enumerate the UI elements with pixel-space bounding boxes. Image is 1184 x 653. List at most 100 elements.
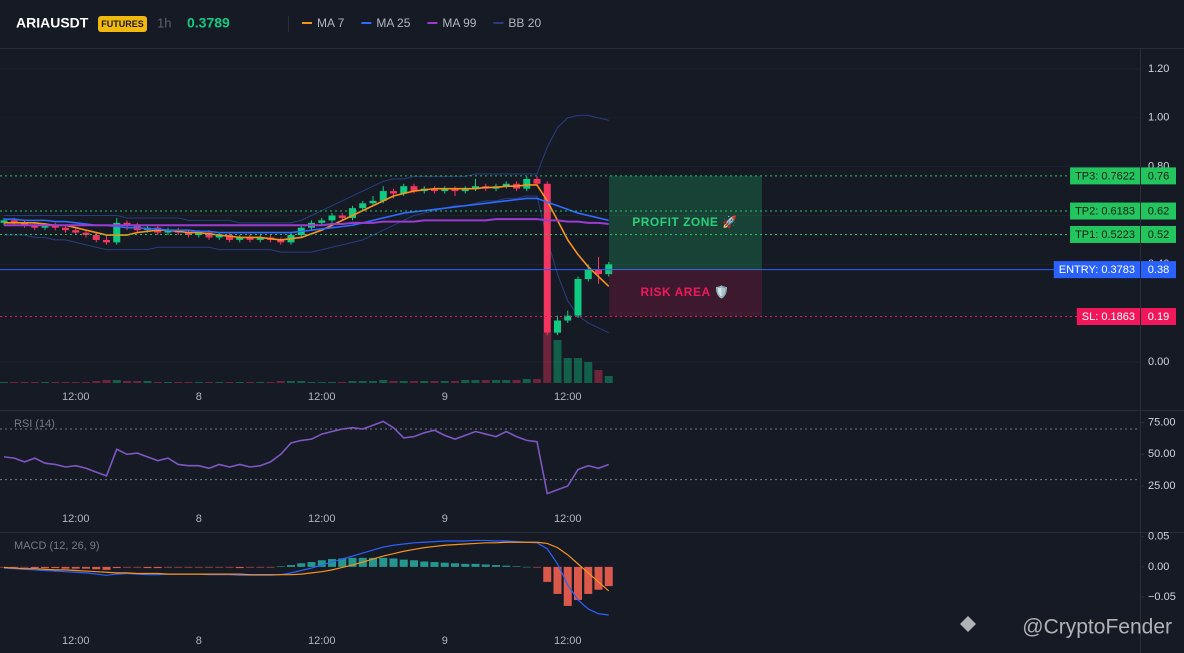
candle-body [328,215,336,221]
histogram-bar [348,557,357,567]
x-tick-label: 9 [442,391,448,403]
histogram-bar [492,565,500,567]
histogram-bar [328,559,336,567]
y-tick-label: 25.00 [1148,480,1176,492]
candle-body [195,232,203,236]
x-tick-label: 8 [196,513,202,525]
volume-bar [389,381,398,383]
axis-tag-label: 0.62 [1148,205,1169,217]
candle-body [10,220,18,223]
level-tag: TP1: 0.5223 0.52 [1070,225,1176,243]
histogram-bar [0,566,8,568]
candle-body [256,237,264,240]
candle-body [461,188,469,192]
histogram-bar [502,565,511,567]
histogram-bar [184,566,193,568]
histogram-bar [215,566,224,568]
histogram-bar [123,566,131,568]
histogram-bar [440,562,449,567]
volume-bar [307,382,316,383]
histogram-bar [369,557,377,567]
y-tick-label: 50.00 [1148,448,1176,460]
moving-average [4,218,609,227]
volume-bar [338,382,347,383]
level-tag: SL: 0.1863 0.19 [1076,308,1176,326]
symbol[interactable]: ARIAUSDT [16,15,89,31]
x-tick-label: 8 [196,635,202,647]
histogram-bar [410,560,418,567]
volume-bar [440,381,449,383]
candle-body [185,232,192,236]
histogram-bar [164,566,172,568]
x-tick-label: 12:00 [62,391,90,403]
histogram-bar [317,560,326,567]
histogram-bar [112,566,121,569]
histogram-bar [10,566,19,568]
volume-bar [379,380,388,383]
badge-bg [98,16,147,32]
volume-bar [369,381,377,383]
histogram-bar [276,566,285,567]
histogram-bar [246,566,254,568]
y-tick-label: −0.05 [1148,591,1176,603]
histogram-bar [451,563,459,567]
volume-bar [174,382,183,383]
volume-bar [553,340,562,383]
volume-bar [317,382,326,383]
candle-body [369,200,377,204]
y-tick-label: 75.00 [1148,417,1176,429]
legend-label: BB 20 [508,16,541,30]
volume-bar [481,380,490,383]
candle-body [51,225,59,228]
candle-body [379,191,387,201]
volume-bar [0,382,8,383]
candle-body [92,235,100,240]
volume-bar [92,381,101,383]
volume-bar [410,381,418,383]
volume-bar [297,381,306,383]
pane-title: MACD (12, 26, 9) [14,540,100,552]
histogram-bar [543,566,552,582]
candle-body [523,178,531,189]
volume-bar [502,380,511,383]
level-tag-bg [1053,261,1140,279]
volume-bar [328,382,336,383]
y-tick-label: 0.00 [1148,561,1169,573]
histogram-bar [471,563,480,567]
candle-body [338,215,346,218]
candle-body [359,203,367,209]
histogram-bar [287,565,295,567]
volume-bar [522,379,531,383]
histogram-bar [307,562,316,567]
x-tick-label: 12:00 [62,513,90,525]
volume-bar [287,381,295,383]
histogram-bar [256,566,265,568]
candle-body [574,278,582,316]
histogram-bar [133,566,142,568]
x-tick-label: 12:00 [554,513,582,525]
candle-body [451,188,459,192]
interval[interactable]: 1h [157,15,171,30]
histogram-bar [379,557,388,567]
axis-tag-label: 0.52 [1148,229,1169,241]
volume-bar [399,381,408,383]
candle-body [215,235,223,238]
pane-title: RSI (14) [14,418,55,430]
x-tick-label: 9 [442,513,448,525]
volume-bar [276,381,285,383]
histogram-bar [194,566,203,568]
candle-body [164,230,172,233]
y-tick-label: 1.20 [1148,63,1169,75]
histogram-bar [92,566,101,570]
watermark: @CryptoFender [960,616,1172,639]
candle-body [236,237,244,240]
volume-bar [123,381,131,383]
histogram-bar [399,559,408,567]
x-tick-label: 12:00 [308,391,336,403]
volume-bar [41,382,49,383]
histogram-bar [430,562,439,567]
x-tick-label: 12:00 [554,391,582,403]
candle-body [441,188,449,192]
level-tag-bg [1070,225,1140,243]
volume-bar [533,379,541,383]
